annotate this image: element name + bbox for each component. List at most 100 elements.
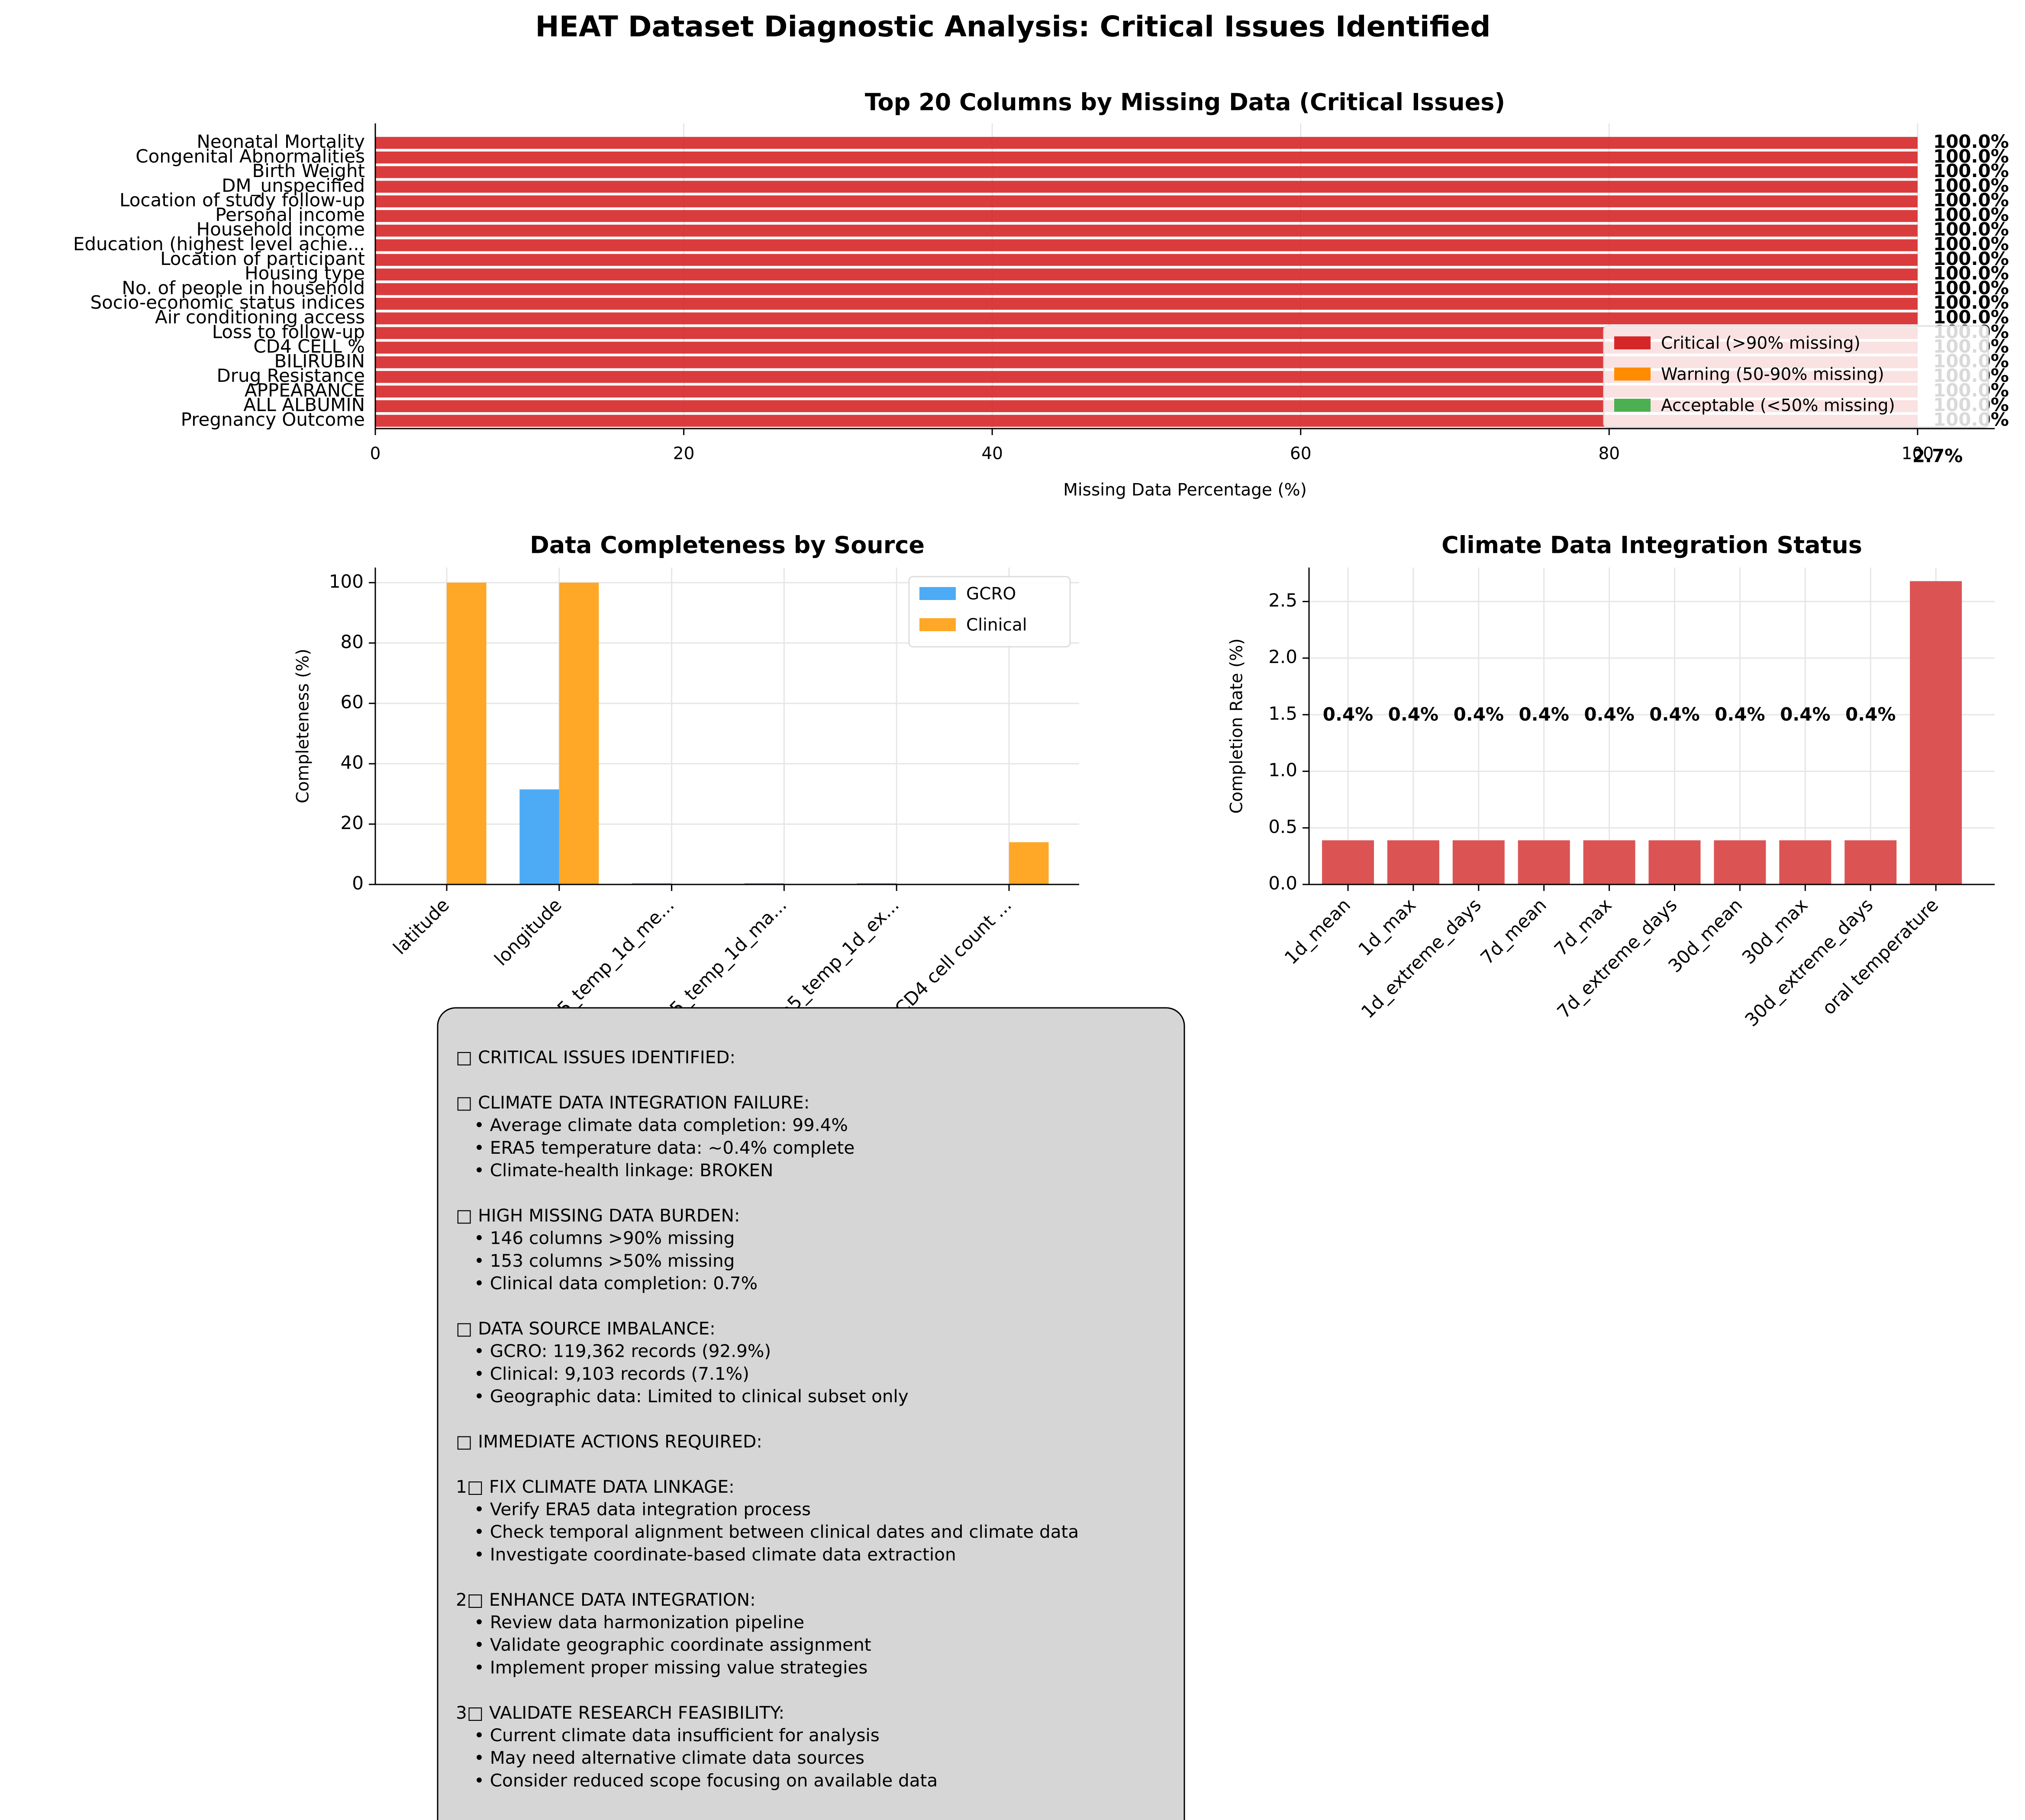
- value-label: 0.4%: [1323, 704, 1373, 725]
- value-label: 100.0%: [1933, 248, 2009, 269]
- legend-swatch: [1614, 368, 1651, 381]
- chart-title: Data Completeness by Source: [530, 532, 925, 559]
- value-label: 100.0%: [1933, 190, 2009, 211]
- x-tick-label: 40: [981, 444, 1003, 464]
- y-tick-label: Congenital Abnormalities: [135, 145, 365, 167]
- notes-line: • Implement proper missing value strateg…: [474, 1657, 867, 1678]
- y-tick-label: 80: [341, 631, 364, 652]
- value-label: 100.0%: [1933, 277, 2009, 298]
- bar: [375, 224, 1918, 237]
- value-label: 0.4%: [1584, 704, 1634, 725]
- value-label: 100.0%: [1933, 219, 2009, 240]
- notes-line: • Verify ERA5 data integration process: [474, 1499, 811, 1520]
- bar: [1910, 581, 1962, 885]
- notes-line: 1□ FIX CLIMATE DATA LINKAGE:: [456, 1476, 735, 1497]
- bar: [1714, 840, 1766, 885]
- y-tick-label: Socio-economic status indices: [90, 292, 365, 313]
- bar: [559, 582, 599, 885]
- notes-line: • Investigate coordinate-based climate d…: [474, 1544, 956, 1565]
- legend-swatch: [1614, 399, 1651, 412]
- bar: [375, 151, 1918, 164]
- x-axis-label: Missing Data Percentage (%): [1063, 481, 1307, 500]
- legend-swatch: [1614, 336, 1651, 350]
- legend-label: GCRO: [966, 584, 1016, 604]
- bar: [1648, 840, 1701, 885]
- notes-line: □ CLIMATE DATA INTEGRATION FAILURE:: [456, 1092, 809, 1113]
- bar: [519, 789, 559, 885]
- y-tick-label: Pregnancy Outcome: [181, 409, 365, 430]
- value-label: 0.4%: [1454, 704, 1504, 725]
- bar: [1779, 840, 1832, 885]
- value-label: 100.0%: [1933, 204, 2009, 225]
- notes-line: • Geographic data: Limited to clinical s…: [474, 1386, 909, 1407]
- bar: [375, 312, 1918, 325]
- y-tick-label: Birth Weight: [252, 160, 365, 181]
- notes-line: • Consider reduced scope focusing on ava…: [474, 1770, 938, 1791]
- chart-title: Climate Data Integration Status: [1441, 532, 1862, 559]
- y-tick-label: 1.0: [1268, 759, 1297, 781]
- y-axis-label: Completion Rate (%): [1227, 638, 1247, 813]
- value-label: 100.0%: [1933, 263, 2009, 284]
- notes-line: • Average climate data completion: 99.4%: [474, 1115, 848, 1136]
- y-tick-label: 100: [329, 571, 364, 592]
- bar: [1452, 840, 1505, 885]
- value-label: 100.0%: [1933, 175, 2009, 196]
- legend-label: Warning (50-90% missing): [1661, 365, 1884, 384]
- bar: [375, 239, 1918, 252]
- y-tick-label: APPEARANCE: [245, 380, 365, 401]
- y-tick-label: 20: [341, 812, 364, 833]
- value-label: 2.7%: [1912, 445, 1963, 467]
- bar: [375, 254, 1918, 266]
- x-tick-label: 0: [370, 444, 381, 464]
- notes-line: • 153 columns >50% missing: [474, 1250, 735, 1271]
- value-label: 100.0%: [1933, 307, 2009, 328]
- y-tick-label: DM_unspecified: [222, 175, 365, 196]
- y-tick-label: Location of participant: [160, 248, 365, 269]
- bar: [1844, 840, 1897, 885]
- notes-line: • Clinical data completion: 0.7%: [474, 1273, 758, 1294]
- y-tick-label: Loss to follow-up: [212, 321, 365, 342]
- y-tick-label: Household income: [197, 219, 365, 240]
- y-tick-label: Location of study follow-up: [119, 190, 365, 211]
- bar: [375, 268, 1918, 281]
- y-tick-label: 0.0: [1268, 873, 1297, 894]
- bar: [375, 181, 1918, 193]
- y-axis-label: Completeness (%): [293, 649, 313, 803]
- y-tick-label: 1.5: [1268, 703, 1297, 724]
- y-tick-label: No. of people in household: [122, 277, 365, 298]
- y-tick-label: 2.5: [1268, 590, 1297, 611]
- bar: [375, 195, 1918, 207]
- bar: [1009, 842, 1049, 885]
- notes-line: • 146 columns >90% missing: [474, 1228, 735, 1249]
- bar: [375, 137, 1918, 149]
- bar: [1518, 840, 1570, 885]
- y-tick-label: BILIRUBIN: [274, 350, 365, 371]
- y-tick-label: Air conditioning access: [155, 307, 365, 328]
- y-tick-label: Education (highest level achie...: [73, 233, 365, 255]
- legend-swatch: [919, 587, 956, 600]
- value-label: 100.0%: [1933, 292, 2009, 313]
- legend-label: Critical (>90% missing): [1661, 334, 1861, 353]
- notes-line: • Current climate data insufficient for …: [474, 1725, 880, 1746]
- value-label: 0.4%: [1715, 704, 1765, 725]
- bar: [447, 582, 487, 885]
- chart-title: Top 20 Columns by Missing Data (Critical…: [865, 89, 1505, 116]
- y-tick-label: Drug Resistance: [216, 365, 365, 386]
- x-tick-label: 100: [1902, 444, 1934, 464]
- value-label: 0.4%: [1519, 704, 1569, 725]
- bar: [375, 210, 1918, 222]
- value-label: 100.0%: [1933, 160, 2009, 181]
- y-tick-label: 2.0: [1268, 646, 1297, 668]
- bar: [1322, 840, 1374, 885]
- bar: [375, 297, 1918, 310]
- notes-line: □ IMMEDIATE ACTIONS REQUIRED:: [456, 1431, 762, 1452]
- y-tick-label: 0: [352, 873, 364, 894]
- legend-label: Acceptable (<50% missing): [1661, 396, 1895, 416]
- notes-line: 2□ ENHANCE DATA INTEGRATION:: [456, 1589, 756, 1610]
- value-label: 0.4%: [1649, 704, 1699, 725]
- bar: [375, 166, 1918, 178]
- notes-line: • May need alternative climate data sour…: [474, 1747, 864, 1768]
- notes-line: • Validate geographic coordinate assignm…: [474, 1634, 871, 1655]
- notes-line: □ CRITICAL ISSUES IDENTIFIED:: [456, 1047, 735, 1068]
